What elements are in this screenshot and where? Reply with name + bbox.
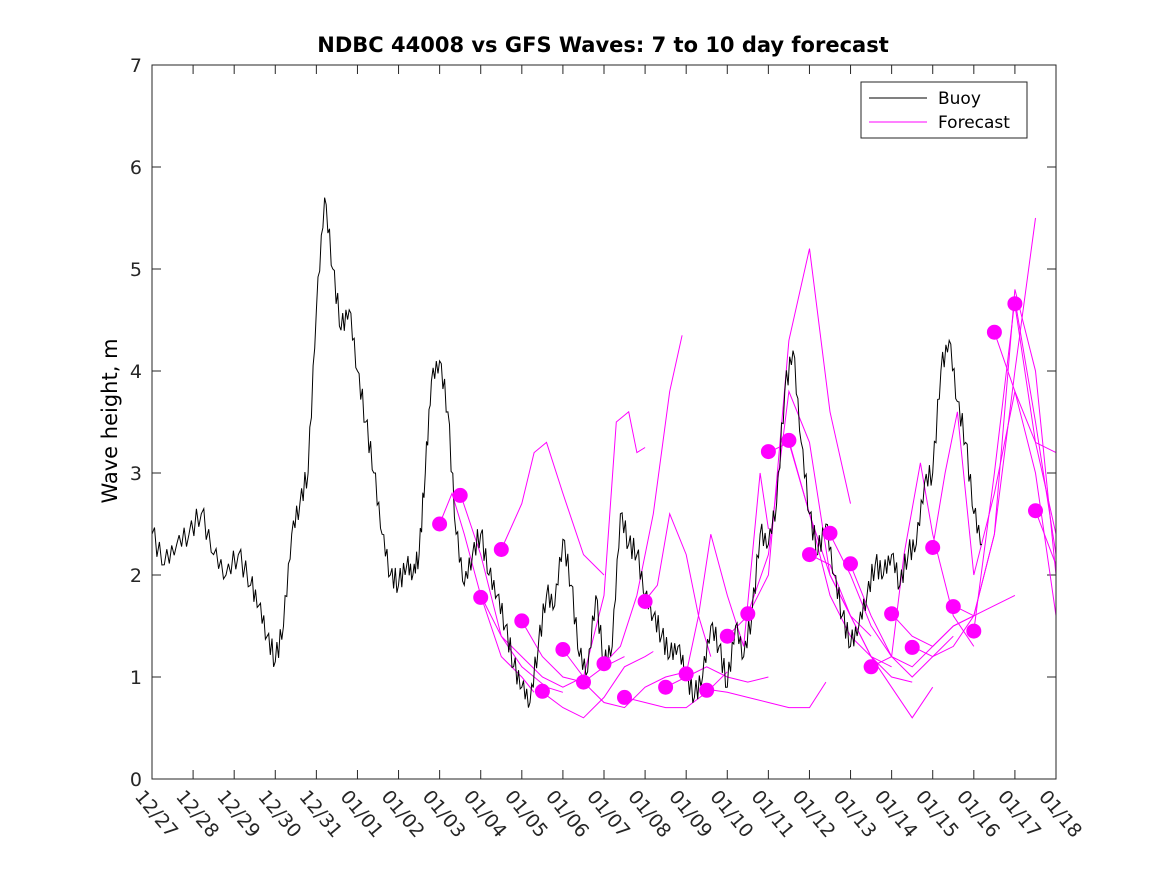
legend-buoy-label: Buoy (938, 89, 981, 109)
forecast-run-line (891, 594, 1016, 648)
plot-markers (432, 296, 1043, 705)
y-tick-label: 0 (130, 769, 142, 791)
forecast-run-line (953, 289, 1057, 617)
forecast-marker (945, 599, 961, 615)
forecast-marker (904, 639, 920, 655)
forecast-run-line (644, 511, 712, 657)
plot-frame (151, 64, 1057, 780)
legend-box (860, 81, 1028, 139)
axis-ticks (151, 64, 1057, 780)
forecast-marker (719, 628, 735, 644)
forecast-marker (1028, 503, 1043, 519)
forecast-marker (637, 594, 653, 609)
chart-title: NDBC 44008 vs GFS Waves: 7 to 10 day for… (317, 33, 888, 57)
forecast-run-line (932, 389, 1057, 576)
y-tick-label: 1 (130, 667, 142, 689)
forecast-marker (432, 516, 448, 532)
forecast-marker (925, 540, 941, 555)
forecast-marker (966, 623, 982, 639)
buoy-line (151, 197, 983, 708)
forecast-run-line (685, 472, 769, 675)
forecast-marker (822, 525, 838, 541)
forecast-run-line (993, 332, 1057, 616)
forecast-run-line (603, 335, 683, 665)
forecast-run-line (500, 441, 605, 576)
forecast-run-line (809, 554, 934, 719)
y-tick-label: 4 (130, 361, 142, 383)
legend: Buoy Forecast (860, 81, 1028, 139)
forecast-marker (534, 683, 550, 699)
forecast-marker (863, 659, 879, 675)
forecast-marker (473, 589, 489, 605)
forecast-marker (760, 444, 776, 460)
forecast-marker (555, 642, 571, 657)
forecast-marker (576, 674, 591, 690)
forecast-run-line (1014, 304, 1057, 535)
y-tick-label: 6 (130, 157, 142, 179)
y-tick-labels: 0 1 2 3 4 5 6 7 (130, 55, 142, 791)
forecast-marker (740, 606, 756, 622)
forecast-marker (1007, 296, 1023, 312)
forecast-run-line (583, 671, 687, 709)
forecast-run-line (542, 651, 654, 719)
plot-lines (151, 197, 1057, 719)
forecast-run-line (1035, 510, 1057, 565)
legend-forecast-label: Forecast (938, 113, 1010, 133)
y-tick-label: 7 (130, 55, 142, 77)
forecast-marker (802, 547, 817, 563)
forecast-run-line (706, 681, 827, 709)
forecast-marker (699, 682, 715, 698)
forecast-marker (986, 324, 1002, 340)
y-tick-label: 5 (130, 259, 142, 281)
forecast-run-line (870, 462, 975, 668)
forecast-marker (452, 487, 468, 503)
forecast-marker (596, 656, 612, 672)
forecast-marker (617, 689, 632, 705)
forecast-run-line (480, 595, 584, 688)
forecast-marker (781, 432, 797, 448)
forecast-marker (884, 606, 900, 622)
forecast-marker (678, 666, 694, 682)
forecast-marker (514, 613, 530, 629)
y-axis-label: Wave height, m (98, 338, 122, 503)
forecast-marker (658, 679, 674, 695)
y-tick-label: 3 (130, 463, 142, 485)
forecast-marker (493, 542, 509, 557)
forecast-marker (843, 556, 858, 572)
y-tick-label: 2 (130, 565, 142, 587)
